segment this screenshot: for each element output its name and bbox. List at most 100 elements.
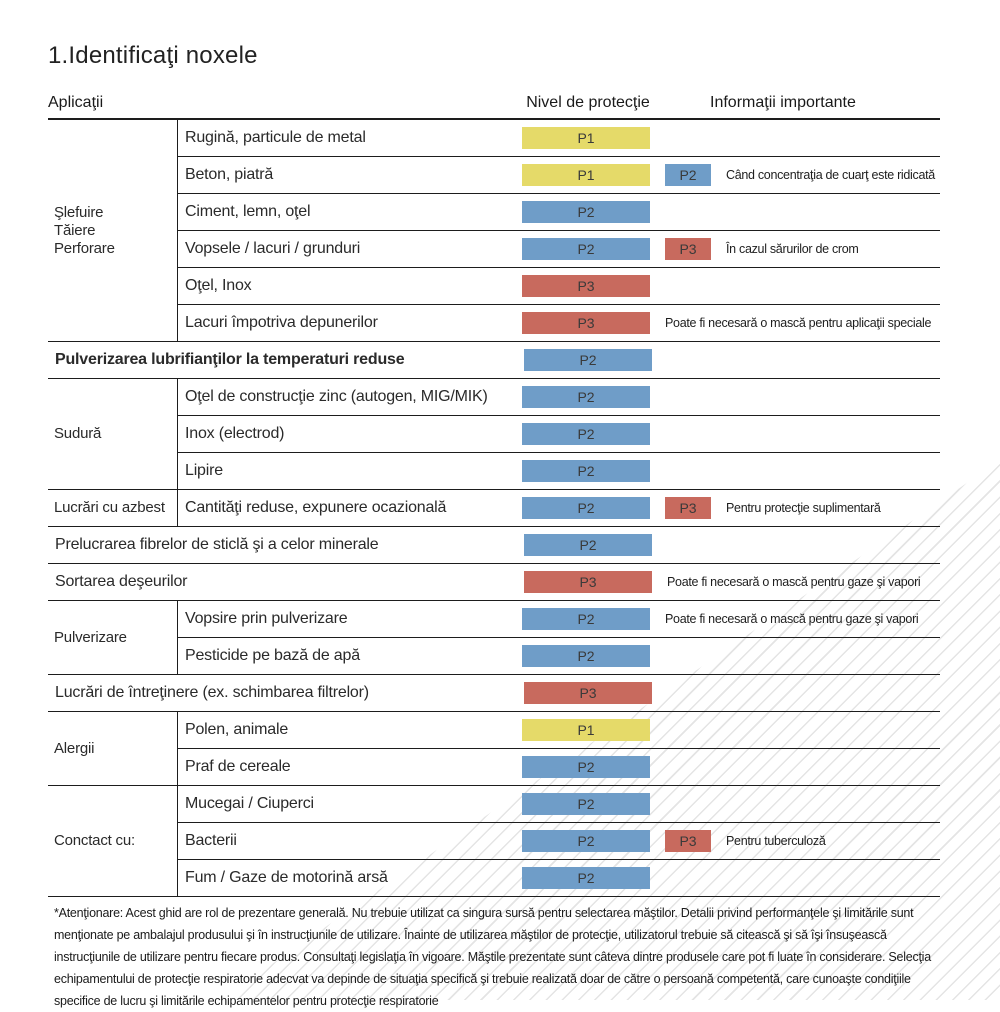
table-section: Sortarea deşeurilor P3 Poate fi necesară o… [48,564,940,601]
group-label: Alergii [48,712,178,785]
extra-protection-badge: P2 [665,164,711,186]
row-label: Sortarea deşeurilor [55,573,188,590]
info-text: Pentru tuberculoză [726,834,826,848]
row-label: Beton, piatră [185,166,274,183]
table-section: Alergii Polen, animale P1 Praf de cereale P2 [48,712,940,786]
section-rows: Rugină, particule de metal P1 Beton, piatr… [178,120,940,341]
table-section: Pulverizarea lubrifianţilor la temperatu… [48,342,940,379]
protection-badge: P2 [522,460,650,482]
section-rows: Vopsire prin pulverizare P2 Poate fi neces… [178,601,940,674]
table-section: Prelucrarea fibrelor de sticlă şi a celo… [48,527,940,564]
table-section: Conctact cu: Mucegai / Ciuperci P2 Bacterii… [48,786,940,897]
table-row: Oţel, Inox P3 [178,267,940,304]
row-label: Polen, animale [185,721,289,738]
table-row: Vopsele / lacuri / grunduri P2 P3 În cazul … [178,230,940,267]
protection-badge: P2 [522,423,650,445]
protection-badge: P1 [522,127,650,149]
protection-badge: P2 [522,201,650,223]
row-label: Prelucrarea fibrelor de sticlă şi a celo… [55,536,379,553]
info-text: Pentru protecţie suplimentară [726,501,881,515]
table-body: Şlefuire Tăiere Perforare Rugină, particu… [48,120,940,897]
protection-badge: P2 [522,608,650,630]
table-section: Pulverizare Vopsire prin pulverizare P2 Poa… [48,601,940,675]
table-section: Şlefuire Tăiere Perforare Rugină, particu… [48,120,940,342]
group-label: Pulverizare [48,601,178,674]
row-extra-info: Poate fi necesară o mască pentru aplicaţ… [650,316,940,330]
row-label: Inox (electrod) [185,425,285,442]
protection-badge: P2 [522,386,650,408]
protection-badge: P2 [522,756,650,778]
row-label: Fum / Gaze de motorină arsă [185,869,388,886]
protection-badge: P3 [522,312,650,334]
protection-badge: P1 [522,164,650,186]
table-row: Lipire P2 [178,452,940,489]
protection-badge: P1 [522,719,650,741]
extra-protection-badge: P3 [665,497,711,519]
protection-badge: P2 [524,534,652,556]
group-label: Conctact cu: [48,786,178,896]
section-rows: Lucrări de întreţinere (ex. schimbarea f… [48,675,940,711]
table-row: Polen, animale P1 [178,712,940,748]
table-row: Oţel de construcţie zinc (autogen, MIG/M… [178,379,940,415]
section-rows: Oţel de construcţie zinc (autogen, MIG/M… [178,379,940,489]
row-label: Bacterii [185,832,237,849]
page: 1.Identificaţi noxele Aplicaţii Nivel de… [48,42,940,1012]
table-row: Vopsire prin pulverizare P2 Poate fi neces… [178,601,940,637]
row-extra-info: Poate fi necesară o mască pentru gaze şi… [650,612,940,626]
row-label: Lacuri împotriva depunerilor [185,314,378,331]
group-label: Şlefuire Tăiere Perforare [48,120,178,341]
column-header-important-info: Informaţii importante [710,94,856,111]
protection-badge: P3 [522,275,650,297]
protection-badge: P2 [522,238,650,260]
table-header: Aplicaţii Nivel de protecţie Informaţii … [48,94,940,120]
row-label: Lipire [185,462,223,479]
section-rows: Mucegai / Ciuperci P2 Bacterii P2 P3 Pentru t… [178,786,940,896]
table-row: Inox (electrod) P2 [178,415,940,452]
row-label: Mucegai / Ciuperci [185,795,314,812]
table-section: Sudură Oţel de construcţie zinc (autogen,… [48,379,940,490]
row-label: Rugină, particule de metal [185,129,366,146]
table-row: Cantităţi reduse, expunere ocazională P2 P… [178,490,940,526]
table-row: Fum / Gaze de motorină arsă P2 [178,859,940,896]
row-label: Oţel, Inox [185,277,252,294]
info-text: Poate fi necesară o mască pentru gaze şi… [665,612,919,626]
row-label: Cantităţi reduse, expunere ocazională [185,499,447,516]
protection-badge: P2 [524,349,652,371]
extra-protection-badge: P3 [665,830,711,852]
section-rows: Cantităţi reduse, expunere ocazională P2 P… [178,490,940,526]
table-row: Lucrări de întreţinere (ex. schimbarea f… [48,675,940,711]
table-row: Beton, piatră P1 P2 Când concentraţia de cu… [178,156,940,193]
row-label: Lucrări de întreţinere (ex. schimbarea f… [55,684,369,701]
group-label: Sudură [48,379,178,489]
section-rows: Sortarea deşeurilor P3 Poate fi necesară o… [48,564,940,600]
row-extra-info: P3 Pentru protecţie suplimentară [650,497,940,519]
table-row: Bacterii P2 P3 Pentru tuberculoză [178,822,940,859]
table-row: Ciment, lemn, oţel P2 [178,193,940,230]
protection-badge: P2 [522,793,650,815]
table-row: Praf de cereale P2 [178,748,940,785]
extra-protection-badge: P3 [665,238,711,260]
table-section: Lucrări de întreţinere (ex. schimbarea f… [48,675,940,712]
table-section: Lucrări cu azbest Cantităţi reduse, expun… [48,490,940,527]
info-text: În cazul sărurilor de crom [726,242,859,256]
row-label: Pulverizarea lubrifianţilor la temperatu… [55,351,405,368]
page-title: 1.Identificaţi noxele [48,42,258,69]
group-label: Lucrări cu azbest [48,490,178,526]
column-header-applications: Aplicaţii [48,94,104,111]
table-row: Lacuri împotriva depunerilor P3 Poate fi n… [178,304,940,341]
table-row: Prelucrarea fibrelor de sticlă şi a celo… [48,527,940,563]
protection-badge: P2 [522,830,650,852]
row-extra-info: P2 Când concentraţia de cuarţ este ridica… [650,164,940,186]
table-row: Rugină, particule de metal P1 [178,120,940,156]
protection-badge: P2 [522,497,650,519]
section-rows: Prelucrarea fibrelor de sticlă şi a celo… [48,527,940,563]
section-rows: Polen, animale P1 Praf de cereale P2 [178,712,940,785]
row-label: Ciment, lemn, oţel [185,203,311,220]
protection-badge: P3 [524,571,652,593]
protection-badge: P2 [522,645,650,667]
row-label: Vopsire prin pulverizare [185,610,348,627]
info-text: Când concentraţia de cuarţ este ridicată [726,168,935,182]
row-extra-info: P3 În cazul sărurilor de crom [650,238,940,260]
info-text: Poate fi necesară o mască pentru aplicaţ… [665,316,932,330]
row-label: Praf de cereale [185,758,291,775]
